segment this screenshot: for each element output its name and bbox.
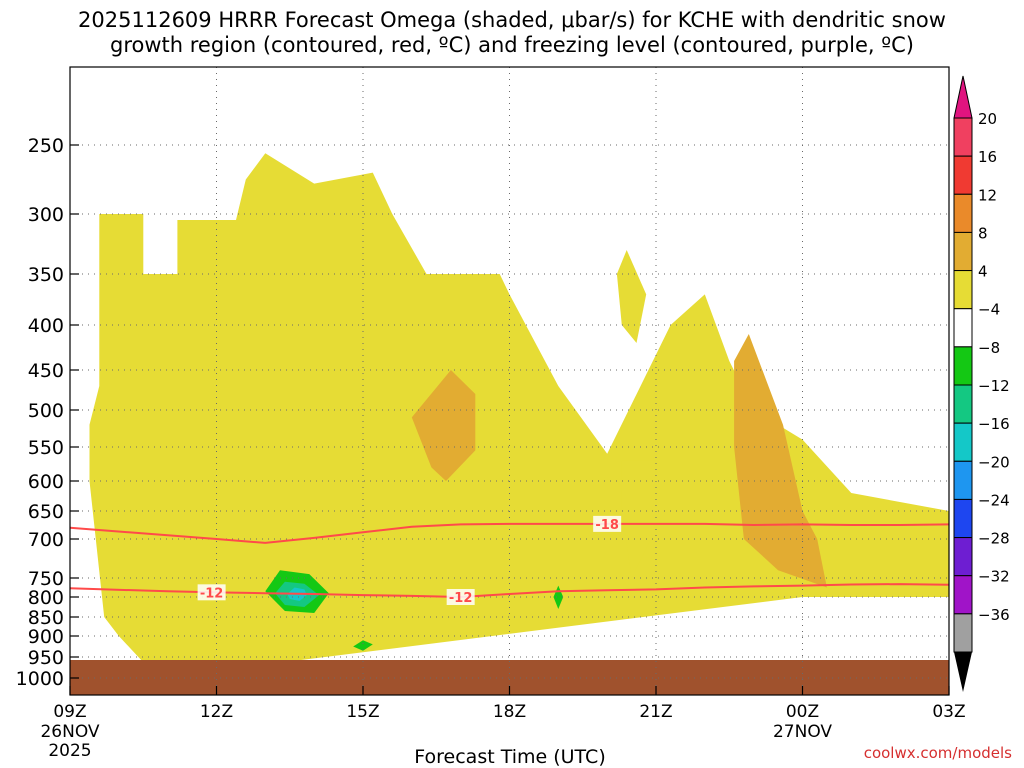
colorbar-label-4: 4	[978, 263, 988, 281]
x-tick-year-09Z: 2025	[48, 741, 91, 761]
colorbar-bottom-arrow	[954, 652, 972, 692]
omega-region-9	[353, 640, 373, 651]
x-tick-label-00Z: 00Z	[786, 702, 819, 722]
colorbar-label-11: −28	[978, 530, 1010, 548]
y-tick-label-350: 350	[28, 264, 64, 286]
contour-label-bg-1	[197, 584, 226, 601]
omega-region-0	[89, 153, 949, 679]
colorbar-swatch-11	[953, 537, 973, 577]
colorbar-swatch-3	[953, 231, 973, 272]
y-tick-label-850: 850	[28, 607, 64, 629]
x-tick-label-09Z: 09Z	[53, 702, 86, 722]
credit-link[interactable]: coolwx.com/models	[863, 744, 1012, 762]
omega-region-3	[616, 250, 647, 343]
contour-label-0: -18	[595, 518, 619, 533]
colorbar-swatch-12	[953, 575, 973, 615]
y-tick-label-250: 250	[28, 135, 64, 157]
y-tick-label-700: 700	[28, 529, 64, 551]
contour-line-1	[69, 583, 950, 599]
y-tick-label-800: 800	[28, 587, 64, 609]
chart-title-line1: 2025112609 HRRR Forecast Omega (shaded, …	[78, 8, 946, 32]
contour-line-0	[69, 522, 950, 544]
colorbar-swatch-4	[953, 270, 973, 310]
colorbar-swatch-5	[953, 308, 973, 348]
colorbar-label-10: −24	[978, 491, 1010, 509]
colorbar-label-0: 20	[978, 110, 997, 128]
x-tick-label-12Z: 12Z	[200, 702, 233, 722]
x-tick-label-18Z: 18Z	[493, 702, 526, 722]
colorbar-label-7: −12	[978, 377, 1010, 395]
y-tick-label-650: 650	[28, 501, 64, 523]
colorbar-swatch-7	[953, 384, 973, 424]
contour-label-2: -12	[449, 591, 473, 606]
y-tick-label-1000: 1000	[16, 668, 64, 690]
colorbar-swatch-1	[953, 155, 973, 195]
colorbar-label-8: −16	[978, 415, 1010, 433]
colorbar-swatch-9	[953, 460, 973, 500]
colorbar-swatch-8	[953, 422, 973, 462]
colorbar-label-2: 12	[978, 186, 997, 204]
y-tick-label-500: 500	[28, 400, 64, 422]
y-tick-label-750: 750	[28, 568, 64, 590]
y-tick-label-450: 450	[28, 360, 64, 382]
colorbar-swatch-6	[953, 346, 973, 386]
colorbar-label-3: 8	[978, 224, 988, 242]
colorbar-label-13: −36	[978, 606, 1010, 624]
x-axis-label: Forecast Time (UTC)	[414, 746, 606, 768]
contour-label-bg-0	[593, 515, 622, 532]
colorbar-swatch-10	[953, 498, 973, 539]
x-tick-label-03Z: 03Z	[932, 702, 965, 722]
x-tick-date-00Z: 27NOV	[773, 722, 832, 742]
x-tick-date-09Z: 26NOV	[40, 722, 99, 742]
colorbar-label-12: −32	[978, 568, 1010, 586]
omega-region-4	[621, 460, 656, 578]
contour-label-1: -12	[200, 586, 224, 601]
contour-label-bg-2	[446, 589, 475, 605]
colorbar-label-6: −8	[978, 339, 1000, 357]
x-tick-label-21Z: 21Z	[639, 702, 672, 722]
colorbar-label-9: −20	[978, 453, 1010, 471]
y-tick-label-600: 600	[28, 471, 64, 493]
colorbar-label-1: 16	[978, 148, 997, 166]
y-tick-label-400: 400	[28, 315, 64, 337]
omega-region-1	[411, 370, 476, 481]
y-tick-label-300: 300	[28, 204, 64, 226]
x-tick-label-15Z: 15Z	[346, 702, 379, 722]
y-tick-label-550: 550	[28, 437, 64, 459]
colorbar-top-arrow	[953, 75, 973, 119]
colorbar-swatch-0	[953, 117, 973, 157]
colorbar-swatch-13	[953, 613, 973, 653]
colorbar-label-5: −4	[978, 301, 1000, 319]
colorbar-swatch-2	[953, 193, 973, 233]
chart-title-line2: growth region (contoured, red, ºC) and f…	[110, 33, 914, 57]
y-tick-label-900: 900	[28, 626, 64, 648]
y-tick-label-950: 950	[28, 647, 64, 669]
